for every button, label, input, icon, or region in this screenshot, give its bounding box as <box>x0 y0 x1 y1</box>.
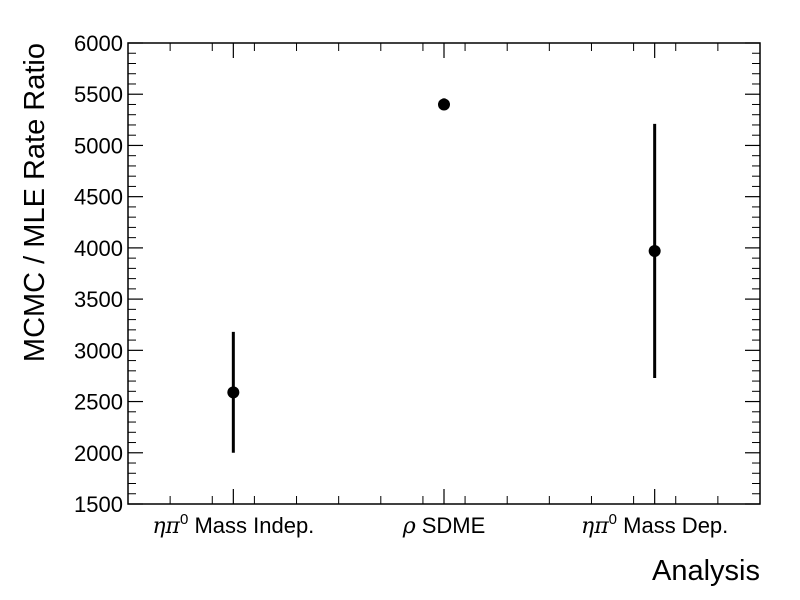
y-tick-label: 2000 <box>74 441 123 466</box>
y-tick-label: 3500 <box>74 287 123 312</box>
x-tick-label-greek: ηπ <box>581 514 609 539</box>
y-axis: 1500 2000 2500 3000 3500 4000 4500 5000 5500 6000 <box>74 31 760 517</box>
x-tick-label-superscript: 0 <box>609 511 617 528</box>
data-point <box>438 98 450 111</box>
x-tick-label: ρ SDME <box>402 513 486 539</box>
x-axis-label: Analysis <box>652 555 760 587</box>
y-tick-label: 1500 <box>74 492 123 517</box>
x-tick-label-greek: ηπ <box>152 514 180 539</box>
x-tick-label-superscript: 0 <box>180 511 188 528</box>
data-point <box>227 386 240 399</box>
y-tick-label: 5000 <box>74 133 123 158</box>
y-tick-label: 4000 <box>74 236 123 261</box>
y-axis-label: MCMC / MLE Rate Ratio <box>19 43 51 362</box>
x-axis: ηπ0 Mass Indep. ρ SDME ηπ0 Mass Dep. <box>152 43 728 539</box>
x-tick-label-greek: ρ <box>402 514 416 539</box>
y-tick-label: 6000 <box>74 31 123 56</box>
x-tick-label: ηπ0 Mass Dep. <box>581 511 728 539</box>
x-tick-label: ηπ0 Mass Indep. <box>152 511 314 539</box>
x-tick-label-text: Mass Indep. <box>188 513 314 538</box>
minor-ticks <box>128 43 760 504</box>
data-points <box>227 98 661 453</box>
y-tick-label: 5500 <box>74 82 123 107</box>
y-tick-label: 4500 <box>74 185 123 210</box>
x-tick-label-text: Mass Dep. <box>617 513 728 538</box>
y-tick-label: 3000 <box>74 338 123 363</box>
y-tick-label: 2500 <box>74 390 123 415</box>
plot-frame <box>127 42 761 505</box>
x-tick-label-text: SDME <box>416 513 486 538</box>
data-point <box>648 244 661 257</box>
